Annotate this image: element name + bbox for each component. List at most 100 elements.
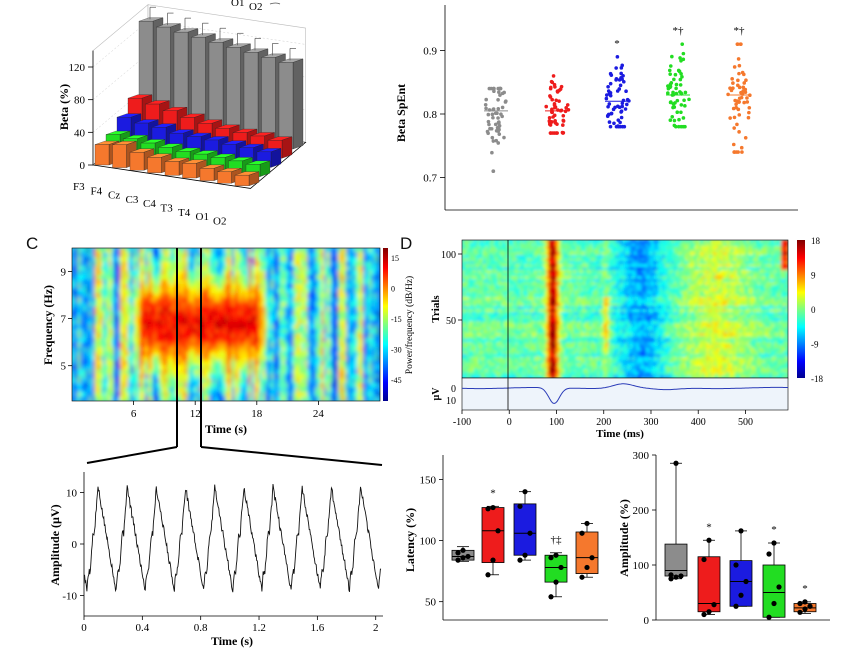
scatter-point [487, 86, 492, 91]
scatter-point [615, 104, 620, 109]
scatter-point [608, 81, 613, 86]
bar-front [234, 175, 250, 186]
category-label-c3: C3 [126, 194, 139, 206]
xtick-label: 18 [251, 408, 263, 420]
data-point [668, 572, 674, 578]
scatter-point [499, 112, 503, 116]
panel-e-waveform: 0 0.4 0.8 1.2 1.6 2 10 0 -10 Time (s) Amplitude … [48, 472, 383, 648]
xtick-label: 1.2 [252, 622, 266, 634]
data-point [797, 609, 803, 615]
bar-front [164, 161, 180, 176]
scatter-point [483, 103, 488, 107]
scatter-point [616, 124, 620, 128]
scatter-point [741, 89, 746, 93]
xtick-label: 0.4 [135, 622, 149, 634]
box-body [544, 554, 568, 583]
data-point [517, 557, 523, 563]
scatter-point [734, 105, 739, 110]
top-decor [269, 2, 281, 5]
scatter-point [608, 124, 613, 129]
panel-b-points: * *† *† [483, 25, 752, 173]
scatter-point [680, 75, 684, 79]
ytick-label: 0 [80, 160, 86, 172]
scatter-point [666, 86, 671, 91]
category-label-o2: O2 [213, 215, 226, 227]
scatter-point [677, 69, 682, 74]
scatter-point [676, 124, 681, 129]
scatter-point [549, 131, 553, 135]
scatter-point [491, 86, 496, 91]
scatter-point [500, 105, 505, 110]
axis-g-ylabel: Amplitude (%) [617, 499, 631, 577]
scatter-point [687, 97, 691, 102]
scatter-point [492, 89, 496, 94]
scatter-point [737, 71, 741, 76]
xtick-label: 0 [507, 417, 512, 428]
data-point [522, 552, 528, 558]
scatter-point [493, 111, 498, 116]
panel-e-ticks: 0 0.4 0.8 1.2 1.6 2 10 0 -10 [62, 488, 378, 634]
scatter-point [682, 98, 686, 103]
scatter-point [555, 89, 560, 93]
scatter-point [622, 124, 627, 129]
data-point [584, 564, 590, 571]
axis-e-xlabel: Time (s) [211, 634, 253, 648]
scatter-point [737, 130, 741, 134]
scatter-point [671, 90, 675, 95]
ytick-label: 40 [74, 127, 86, 139]
scatter-point [607, 102, 612, 106]
scatter-point [496, 106, 501, 111]
scatter-point [613, 105, 617, 110]
xtick-label: 12 [190, 408, 201, 420]
scatter-point [679, 110, 683, 115]
latency-box-5 [575, 520, 599, 580]
axis-d-xlabel: Time (ms) [596, 428, 644, 440]
colorbar-tick-label: 0 [811, 305, 816, 315]
scatter-point [607, 120, 612, 124]
ytick-label: 100 [633, 560, 650, 572]
scatter-point [561, 113, 566, 118]
data-point [807, 603, 813, 609]
significance-annotation: * [614, 38, 620, 50]
scatter-point [552, 82, 557, 87]
scatter-point [561, 123, 565, 127]
scatter-point [681, 116, 686, 120]
data-point [766, 551, 772, 557]
axis-d-ylabel: Trials [430, 295, 442, 323]
ytick-label: 0.9 [423, 46, 437, 58]
bar-front [182, 163, 197, 179]
ytick-label: 120 [69, 62, 86, 74]
data-point [706, 537, 712, 543]
xtick-label: 200 [596, 417, 611, 428]
top-label-o2: O2 [249, 1, 262, 13]
significance-annotation: * [771, 524, 777, 536]
scatter-point [728, 116, 732, 120]
xtick-label: 6 [131, 408, 137, 420]
scatter-point [669, 100, 673, 104]
scatter-point [734, 102, 738, 107]
scatter-point [736, 78, 740, 83]
data-point [673, 574, 679, 580]
scatter-point [561, 119, 566, 123]
amplitude-box-5: * [793, 583, 817, 615]
scatter-group-4: *† [666, 25, 691, 129]
scatter-point [732, 126, 736, 130]
scatter-point [731, 142, 736, 147]
data-point [673, 460, 679, 466]
panel-c-ticks: 6 12 18 24 5 7 9 [61, 267, 325, 420]
colorbar-c [383, 248, 388, 401]
scatter-point [491, 169, 496, 173]
scatter-point [608, 93, 613, 98]
latency-box-1 [451, 546, 475, 563]
panel-g-amplitude-boxplot: 0 100 200 300 * * * Amplitude (%) [617, 450, 830, 627]
scatter-point [731, 81, 735, 85]
scatter-point [747, 110, 751, 115]
scatter-point [549, 79, 554, 84]
trace-ytick-label: 0 [451, 384, 456, 395]
ytick-label: 0.8 [423, 109, 437, 121]
xtick-label: 24 [313, 408, 325, 420]
scatter-point [548, 86, 553, 91]
ytick-label: 0 [644, 615, 650, 627]
ytick-label: 300 [633, 450, 650, 462]
